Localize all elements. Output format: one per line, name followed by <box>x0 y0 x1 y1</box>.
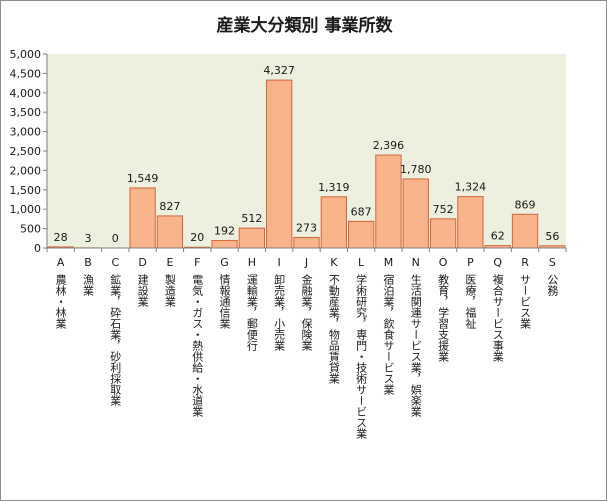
category-letter: E <box>166 256 173 269</box>
category-label: 運輸業，郵便行 <box>245 274 258 352</box>
data-label: 273 <box>296 221 317 234</box>
y-tick-label: 5,000 <box>10 48 42 61</box>
category-label: 漁業 <box>81 273 94 296</box>
data-label: 512 <box>241 212 262 225</box>
bar <box>129 187 156 249</box>
chart-title: 産業大分類別 事業所数 <box>216 16 393 36</box>
category-letter: C <box>111 256 119 269</box>
category-label: 情報通信業 <box>218 274 231 329</box>
data-label: 4,327 <box>263 64 295 77</box>
category-letter: M <box>384 256 394 269</box>
data-label: 3 <box>84 232 91 245</box>
bar <box>238 227 266 249</box>
category-label: 農林・林業 <box>54 273 67 329</box>
category-letter: K <box>330 256 338 269</box>
y-tick-label: 2,000 <box>10 164 42 177</box>
bar <box>293 236 320 249</box>
y-axis: 0 500 1,000 1,500 2,000 2,500 3,000 3,500 4,000 4… <box>10 48 48 255</box>
category-letter: J <box>304 256 308 269</box>
x-axis: A 農林・林業 B 漁業 C 鉱業，砕石業，砂利採取業 D 建設業 E 製造業 F 電気・ガス・熱供給… <box>46 247 567 439</box>
category-letter: S <box>549 256 556 269</box>
bar <box>402 178 429 249</box>
category-label: 生活関連サービス業，娯楽業 <box>409 273 422 417</box>
data-label: 28 <box>54 231 68 244</box>
data-label: 192 <box>214 225 235 238</box>
category-label: サービス業 <box>519 274 532 329</box>
category-letter: B <box>84 256 92 269</box>
category-letter: R <box>521 256 529 269</box>
category-label: 電気・ガス・熱供給・水道業 <box>191 274 204 417</box>
data-label: 1,780 <box>400 163 432 176</box>
data-label: 1,549 <box>127 172 159 185</box>
bar <box>266 79 293 249</box>
category-label: 建設業 <box>136 273 149 307</box>
category-letter: A <box>57 256 65 269</box>
bar <box>347 220 375 249</box>
y-tick-label: 3,500 <box>10 106 42 119</box>
category-letter: I <box>278 256 281 269</box>
category-label: 鉱業，砕石業，砂利採取業 <box>109 273 122 406</box>
category-letter: O <box>439 256 448 269</box>
category-letter: G <box>220 256 229 269</box>
y-tick-label: 0 <box>34 242 41 255</box>
data-label: 56 <box>545 230 559 243</box>
data-label: 752 <box>433 203 454 216</box>
y-tick-label: 1,500 <box>10 184 42 197</box>
category-letter: L <box>358 256 365 269</box>
data-label: 20 <box>190 231 204 244</box>
y-tick-label: 500 <box>20 223 41 236</box>
category-letter: N <box>412 256 420 269</box>
category-label: 製造業 <box>163 273 176 307</box>
y-tick-label: 1,000 <box>10 203 42 216</box>
bar <box>320 196 347 249</box>
category-label: 金融業，保険業 <box>300 273 313 351</box>
category-letter: Q <box>493 256 502 269</box>
category-letter: F <box>194 256 200 269</box>
y-tick-label: 2,500 <box>10 145 42 158</box>
category-label: 学術研究，専門・技術サービス業 <box>355 273 368 439</box>
data-label: 869 <box>515 198 536 211</box>
data-label: 1,324 <box>455 181 487 194</box>
category-letter: P <box>467 256 474 269</box>
category-letter: H <box>248 256 256 269</box>
bar <box>457 196 484 249</box>
category-label: 卸売業，小売業 <box>273 273 286 351</box>
y-tick-label: 4,000 <box>10 87 42 100</box>
category-label: 医療，福祉 <box>464 274 477 330</box>
data-label: 827 <box>159 200 180 213</box>
bar <box>429 218 457 249</box>
bar <box>156 215 184 249</box>
category-label: 教育，学習支援業 <box>437 274 450 362</box>
data-label: 1,319 <box>318 181 350 194</box>
category-letter: D <box>138 256 146 269</box>
category-label: 複合サービス事業 <box>491 273 504 362</box>
data-label: 0 <box>112 232 119 245</box>
data-label: 2,396 <box>373 139 405 152</box>
bars <box>47 79 566 249</box>
y-tick-label: 3,000 <box>10 126 42 139</box>
plot-area <box>47 54 566 248</box>
bar <box>211 240 238 249</box>
category-label: 宿泊業，飲食サービス業 <box>382 273 395 395</box>
bar <box>375 154 402 249</box>
bar <box>511 213 539 249</box>
data-label: 62 <box>491 230 505 243</box>
y-tick-label: 4,500 <box>10 67 42 80</box>
category-label: 公務 <box>546 274 559 297</box>
category-label: 不動産業，物品賃貸業 <box>327 274 340 384</box>
data-label: 687 <box>351 205 372 218</box>
